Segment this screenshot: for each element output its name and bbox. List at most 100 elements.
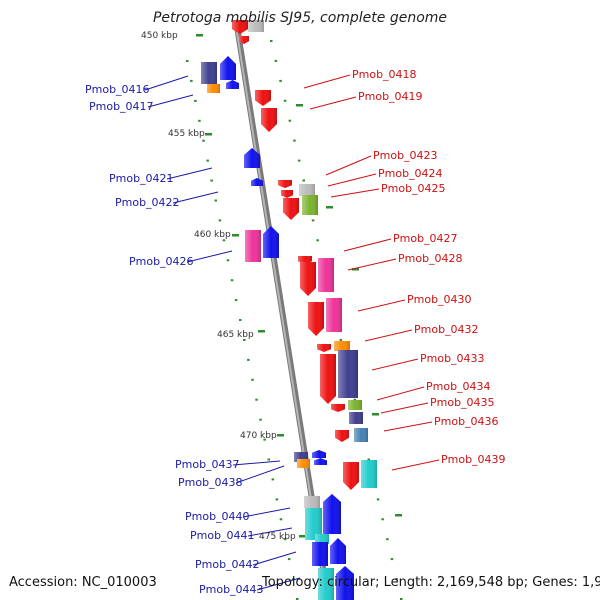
major-tick-mark <box>196 34 203 37</box>
gene-label-pmob-0426[interactable]: Pmob_0426 <box>129 255 194 268</box>
gene-shape-pmob-0416b[interactable] <box>220 56 236 80</box>
gene-shape-pmob-0421[interactable] <box>244 148 260 168</box>
gene-shape-pmob-0440c[interactable] <box>323 494 341 534</box>
gene-shape-top-1[interactable] <box>232 20 248 34</box>
gene-label-pmob-0418[interactable]: Pmob_0418 <box>352 68 417 81</box>
tick-mark <box>243 339 246 341</box>
tick-mark <box>302 179 305 182</box>
gene-shape-pmob-0438b[interactable] <box>314 458 327 465</box>
right-gene-labels: Pmob_0418 Pmob_0419 Pmob_0423 Pmob_0424 … <box>352 68 506 466</box>
gene-shape-pmob-0425c[interactable] <box>302 195 318 215</box>
gene-label-pmob-0435[interactable]: Pmob_0435 <box>430 396 495 409</box>
gene-label-pmob-0421[interactable]: Pmob_0421 <box>109 172 174 185</box>
gene-label-pmob-0436[interactable]: Pmob_0436 <box>434 415 499 428</box>
tick-mark <box>230 279 234 282</box>
gene-shape-pmob-0434[interactable] <box>348 400 362 410</box>
tick-mark <box>274 59 278 62</box>
gene-shape-top-2[interactable] <box>248 20 264 32</box>
gene-shape-pmob-0438a[interactable] <box>297 459 310 468</box>
gene-label-pmob-0443[interactable]: Pmob_0443 <box>199 583 264 596</box>
gene-label-pmob-0417[interactable]: Pmob_0417 <box>89 100 154 113</box>
tick-mark <box>376 498 380 501</box>
tick-mark <box>222 239 226 242</box>
major-tick-mark <box>205 133 212 136</box>
tick-mark <box>259 418 262 421</box>
gene-shape-pmob-0424[interactable] <box>281 190 293 198</box>
gene-shape-pmob-0442a[interactable] <box>312 542 328 566</box>
tick-mark <box>283 99 287 102</box>
gene-shape-pmob-0440a[interactable] <box>304 496 320 508</box>
gene-label-pmob-0419[interactable]: Pmob_0419 <box>358 90 423 103</box>
gene-shape-pmob-0439b[interactable] <box>361 460 377 488</box>
gene-shape-pmob-0428b[interactable] <box>318 258 334 292</box>
gene-shape-pmob-0436a[interactable] <box>335 430 349 442</box>
gene-shape-pmob-0417a[interactable] <box>207 84 220 93</box>
major-tick-mark <box>326 206 333 209</box>
gene-shape-pmob-0437b[interactable] <box>312 450 326 458</box>
gene-shape-top-3[interactable] <box>239 36 249 44</box>
gene-shape-pmob-0441[interactable] <box>315 534 329 544</box>
gene-label-pmob-0441[interactable]: Pmob_0441 <box>190 529 255 542</box>
tick-mark <box>297 159 301 162</box>
gene-shape-pmob-0433a[interactable] <box>320 354 336 404</box>
gene-shape-pmob-0423[interactable] <box>278 180 292 188</box>
gene-shape-pmob-0417b[interactable] <box>226 80 239 89</box>
gene-label-pmob-0434[interactable]: Pmob_0434 <box>426 380 491 393</box>
gene-shape-pmob-0416a[interactable] <box>201 62 217 84</box>
gene-shape-pmob-0422[interactable] <box>251 178 263 186</box>
gene-shape-pmob-0419[interactable] <box>261 108 277 132</box>
leader-pmob-0430 <box>357 299 406 312</box>
tick-mark <box>288 119 292 122</box>
leader-pmob-0416 <box>144 75 189 91</box>
gene-shape-pmob-0440b[interactable] <box>305 508 322 540</box>
gene-shape-pmob-0435b[interactable] <box>349 412 363 424</box>
tick-mark <box>395 578 398 581</box>
gene-label-pmob-0425[interactable]: Pmob_0425 <box>381 182 446 195</box>
tick-mark <box>239 319 242 321</box>
gene-shape-pmob-0435a[interactable] <box>331 404 345 412</box>
scale-labels: 450 kbp 455 kbp 460 kbp 465 kbp 470 kbp … <box>141 31 296 542</box>
gene-label-pmob-0442[interactable]: Pmob_0442 <box>195 558 260 571</box>
gene-label-pmob-0427[interactable]: Pmob_0427 <box>393 232 458 245</box>
gene-label-pmob-0416[interactable]: Pmob_0416 <box>85 83 150 96</box>
gene-label-pmob-0430[interactable]: Pmob_0430 <box>407 293 472 306</box>
gene-shape-pmob-0432a[interactable] <box>317 344 331 352</box>
gene-label-pmob-0423[interactable]: Pmob_0423 <box>373 149 438 162</box>
gene-shape-pmob-0426a[interactable] <box>245 230 261 262</box>
gene-label-pmob-0422[interactable]: Pmob_0422 <box>115 196 180 209</box>
gene-label-pmob-0440[interactable]: Pmob_0440 <box>185 510 250 523</box>
gene-label-pmob-0439[interactable]: Pmob_0439 <box>441 453 506 466</box>
gene-shape-pmob-0442b[interactable] <box>330 538 346 564</box>
gene-shape-pmob-0439a[interactable] <box>343 462 359 490</box>
gene-shape-pmob-0436b[interactable] <box>354 428 368 442</box>
gene-label-pmob-0438[interactable]: Pmob_0438 <box>178 476 243 489</box>
gene-label-pmob-0433[interactable]: Pmob_0433 <box>420 352 485 365</box>
gene-shape-pmob-0430b[interactable] <box>326 298 342 332</box>
gene-shape-pmob-0433b[interactable] <box>338 350 358 398</box>
tick-mark <box>210 179 213 182</box>
leader-pmob-0427 <box>343 238 392 252</box>
gene-label-pmob-0437[interactable]: Pmob_0437 <box>175 458 240 471</box>
leader-pmob-0419 <box>309 96 357 110</box>
leader-pmob-0437 <box>232 460 281 466</box>
gene-label-pmob-0432[interactable]: Pmob_0432 <box>414 323 479 336</box>
gene-shape-pmob-0425a[interactable] <box>283 198 299 220</box>
gene-shape-pmob-0430a[interactable] <box>308 302 324 336</box>
major-tick-mark <box>258 330 265 333</box>
gene-shape-pmob-0426b[interactable] <box>263 226 279 258</box>
gene-shape-pmob-0443b[interactable] <box>336 566 354 600</box>
topology-text: Topology: circular; Length: 2,169,548 bp… <box>261 575 600 590</box>
gene-label-pmob-0424[interactable]: Pmob_0424 <box>378 167 443 180</box>
gene-shape-pmob-0425b[interactable] <box>299 184 315 196</box>
tick-mark <box>390 558 394 561</box>
gene-shape-pmob-0428a[interactable] <box>300 262 316 296</box>
leader-pmob-0424 <box>327 173 377 187</box>
tick-mark <box>311 219 315 222</box>
tick-mark <box>263 438 266 441</box>
gene-shape-pmob-0432b[interactable] <box>334 341 350 351</box>
gene-label-pmob-0428[interactable]: Pmob_0428 <box>398 252 463 265</box>
gene-shape-pmob-0443a[interactable] <box>318 568 334 600</box>
tick-mark <box>206 159 209 162</box>
gene-shape-pmob-0418[interactable] <box>255 90 271 106</box>
tick-mark <box>287 558 291 561</box>
